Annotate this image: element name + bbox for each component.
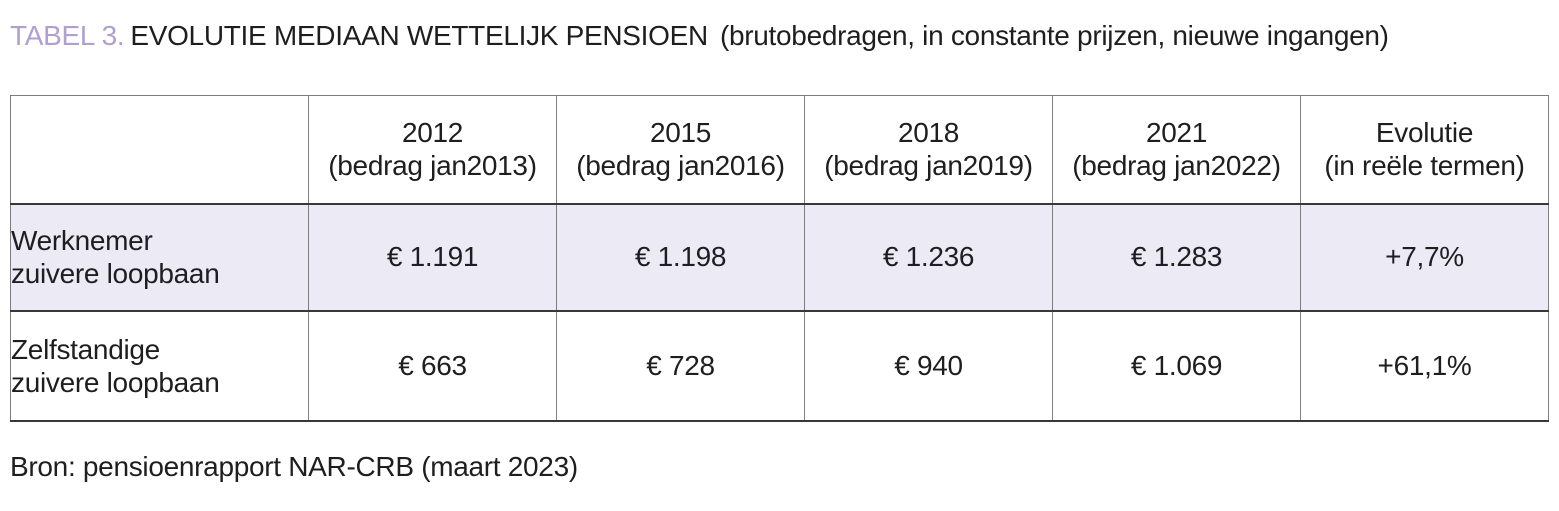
pension-evolution-table: 2012 (bedrag jan2013) 2015 (bedrag jan20…	[10, 95, 1549, 422]
cell-werknemer-evolutie: +7,7%	[1300, 202, 1549, 311]
cell-zelfstandige-2018: € 940	[804, 309, 1053, 422]
table-row-zelfstandige: Zelfstandige zuivere loopbaan € 663 € 72…	[10, 309, 1549, 422]
column-header-year: Evolutie	[1375, 117, 1474, 149]
cell-werknemer-2018: € 1.236	[804, 202, 1053, 311]
source-note: Bron: pensioenrapport NAR-CRB (maart 202…	[10, 451, 578, 482]
cell-werknemer-2021: € 1.283	[1052, 202, 1301, 311]
column-header-2021: 2021 (bedrag jan2022)	[1052, 95, 1301, 204]
cell-zelfstandige-evolutie: +61,1%	[1300, 309, 1549, 422]
cell-werknemer-2015: € 1.198	[556, 202, 805, 311]
cell-werknemer-2012: € 1.191	[308, 202, 557, 311]
row-label-line2: zuivere loopbaan	[11, 366, 220, 398]
column-header-evolutie: Evolutie (in reële termen)	[1300, 95, 1549, 204]
column-header-2012: 2012 (bedrag jan2013)	[308, 95, 557, 204]
column-header-year: 2021	[1145, 117, 1208, 149]
row-label-line1: Zelfstandige	[11, 333, 160, 365]
row-label-line1: Werknemer	[11, 225, 153, 256]
row-label-zelfstandige: Zelfstandige zuivere loopbaan	[10, 309, 309, 422]
row-label-line2: zuivere loopbaan	[11, 258, 220, 289]
column-header-year: 2018	[897, 117, 960, 149]
table-caption: TABEL 3. EVOLUTIE MEDIAAN WETTELIJK PENSI…	[10, 20, 1389, 52]
cell-zelfstandige-2021: € 1.069	[1052, 309, 1301, 422]
cell-zelfstandige-2012: € 663	[308, 309, 557, 422]
column-header-note: (bedrag jan2013)	[328, 150, 537, 182]
row-label-werknemer: Werknemer zuivere loopbaan	[10, 202, 309, 311]
table-subtitle: (brutobedragen, in constante prijzen, ni…	[719, 20, 1389, 51]
cell-zelfstandige-2015: € 728	[556, 309, 805, 422]
column-header-2018: 2018 (bedrag jan2019)	[804, 95, 1053, 204]
column-header-2015: 2015 (bedrag jan2016)	[556, 95, 805, 204]
column-header-note: (in reële termen)	[1324, 150, 1525, 182]
column-header-year: 2015	[649, 117, 712, 149]
column-header-note: (bedrag jan2019)	[824, 150, 1033, 182]
table-number: TABEL 3.	[10, 20, 125, 51]
corner-header-cell	[10, 95, 309, 204]
column-header-year: 2012	[401, 117, 464, 149]
table-title: EVOLUTIE MEDIAAN WETTELIJK PENSIOEN	[130, 20, 708, 51]
column-header-note: (bedrag jan2022)	[1072, 150, 1281, 182]
table-row-werknemer: Werknemer zuivere loopbaan € 1.191 € 1.1…	[10, 202, 1549, 311]
header-row: 2012 (bedrag jan2013) 2015 (bedrag jan20…	[10, 95, 1549, 204]
column-header-note: (bedrag jan2016)	[576, 150, 785, 182]
